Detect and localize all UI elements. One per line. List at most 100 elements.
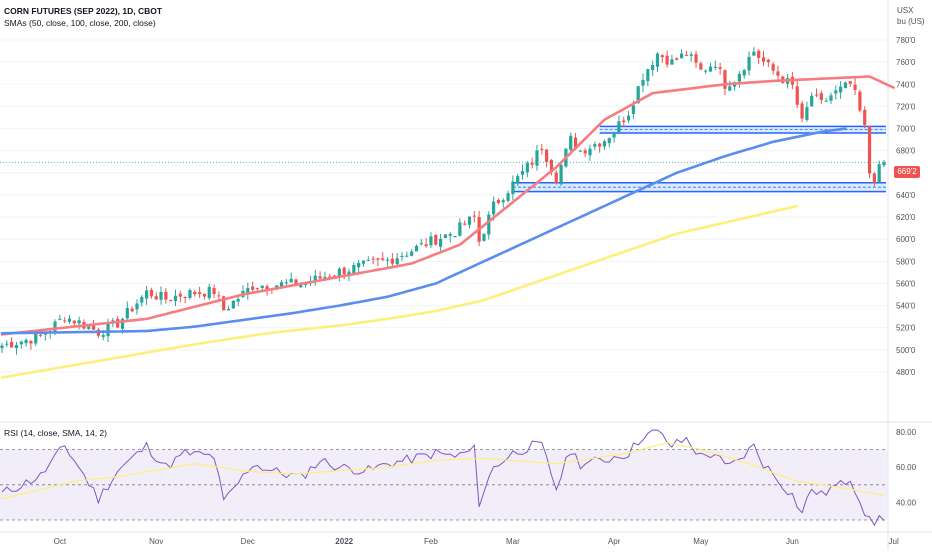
candle-body xyxy=(839,86,843,93)
candle-body xyxy=(130,308,134,312)
candle-body xyxy=(708,66,713,72)
candle-body xyxy=(602,141,607,147)
symbol-title[interactable]: CORN FUTURES (SEP 2022), 1D, CBOT xyxy=(4,6,163,16)
candle-body xyxy=(747,56,751,71)
candle-body xyxy=(342,267,346,275)
x-tick-label: 2022 xyxy=(335,537,353,546)
candle-body xyxy=(183,296,187,298)
y-tick-label: 760'0 xyxy=(896,58,916,67)
support-zone xyxy=(599,126,886,133)
candle-body xyxy=(636,86,640,104)
x-tick-label: Apr xyxy=(608,537,621,546)
rsi-legend[interactable]: RSI (14, close, SMA, 14, 2) xyxy=(4,428,107,438)
x-tick-label: Jun xyxy=(786,537,799,546)
candle-body xyxy=(424,244,428,247)
candle-body xyxy=(173,295,178,302)
candle-body xyxy=(318,276,322,279)
candle-body xyxy=(222,296,226,311)
candle-body xyxy=(198,292,202,294)
candle-body xyxy=(795,86,799,105)
y-tick-label: 580'0 xyxy=(896,257,916,266)
x-tick-label: Mar xyxy=(506,537,520,546)
candle-body xyxy=(641,79,645,86)
y-tick-label: 540'0 xyxy=(896,302,916,311)
sma-100-line xyxy=(0,127,847,335)
candle-body xyxy=(766,59,770,63)
candle-body xyxy=(761,57,766,62)
candle-body xyxy=(742,70,746,76)
candle-body xyxy=(188,290,192,298)
candle-body xyxy=(545,149,549,163)
candle-body xyxy=(395,258,399,265)
candle-body xyxy=(443,234,448,239)
candle-body xyxy=(689,54,693,56)
candle-body xyxy=(800,103,804,119)
candle-body xyxy=(453,235,457,237)
candle-body xyxy=(101,334,105,337)
candle-body xyxy=(376,258,380,260)
candle-body xyxy=(366,259,370,261)
candle-body xyxy=(713,66,717,68)
candle-body xyxy=(824,100,828,102)
candle-body xyxy=(400,255,404,257)
candle-body xyxy=(58,318,62,320)
y-tick-label: 720'0 xyxy=(896,102,916,111)
candle-body xyxy=(159,291,163,300)
candle-body xyxy=(19,341,23,345)
y-tick-label: 680'0 xyxy=(896,147,916,156)
candle-body xyxy=(598,143,602,147)
candle-body xyxy=(14,344,19,349)
candle-body xyxy=(43,333,47,335)
candle-body xyxy=(246,288,250,294)
x-tick-label: Dec xyxy=(241,537,255,546)
candle-body xyxy=(694,54,698,63)
rsi-tick-label: 60.00 xyxy=(896,463,917,472)
candle-body xyxy=(578,150,582,152)
candle-body xyxy=(458,222,462,236)
y-tick-label: 480'0 xyxy=(896,368,916,377)
sma-legend[interactable]: SMAs (50, close, 100, close, 200, close) xyxy=(4,18,156,28)
candle-body xyxy=(805,107,809,120)
candle-body xyxy=(34,333,38,344)
candle-body xyxy=(776,71,780,76)
candle-body xyxy=(284,282,288,284)
candle-body xyxy=(125,307,129,319)
last-price-tag: 669'2 xyxy=(894,166,920,178)
candle-body xyxy=(438,238,443,247)
candle-body xyxy=(487,214,491,235)
candle-body xyxy=(226,308,231,311)
candle-body xyxy=(467,216,472,225)
y-tick-label: 700'0 xyxy=(896,125,916,134)
candle-body xyxy=(699,63,703,70)
candle-body xyxy=(588,148,592,156)
candle-body xyxy=(385,259,390,261)
candle-body xyxy=(419,243,423,245)
candle-body xyxy=(670,59,674,65)
candle-body xyxy=(337,268,341,277)
candle-body xyxy=(260,285,264,288)
candle-body xyxy=(593,144,597,147)
candle-body xyxy=(87,326,91,329)
candle-body xyxy=(872,173,876,184)
candle-body xyxy=(646,69,650,82)
candle-body xyxy=(10,341,14,348)
candle-body xyxy=(178,293,182,297)
candle-body xyxy=(810,95,814,107)
candle-body xyxy=(626,115,631,121)
candle-body xyxy=(299,284,303,288)
candle-body xyxy=(294,279,298,286)
candle-body xyxy=(843,82,848,89)
candle-body xyxy=(24,339,28,344)
candle-body xyxy=(67,318,72,322)
candle-body xyxy=(352,265,356,274)
x-tick-label: Nov xyxy=(149,537,163,546)
rsi-tick-label: 40.00 xyxy=(896,498,917,507)
sma-200-line xyxy=(0,204,799,379)
candle-body xyxy=(622,120,626,123)
candle-body xyxy=(381,258,385,260)
candle-body xyxy=(463,223,467,225)
candle-body xyxy=(77,320,81,324)
y-tick-label: 740'0 xyxy=(896,80,916,89)
